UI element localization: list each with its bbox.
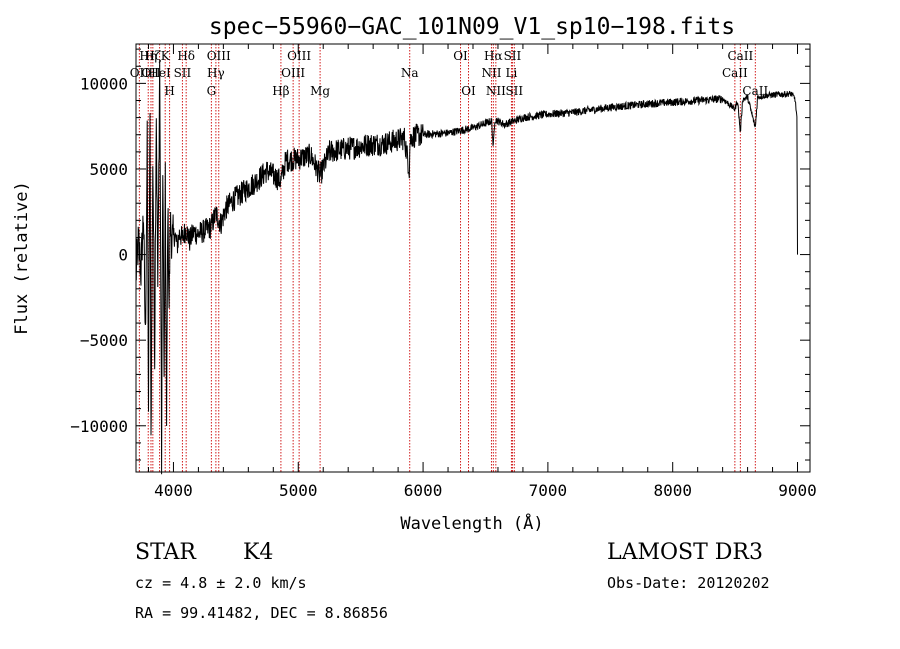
spectral-line-label: OI	[453, 49, 468, 63]
spectral-line-label: Hα	[484, 49, 503, 63]
object-subclass: K4	[243, 540, 274, 565]
plot-frame	[135, 43, 811, 473]
spectral-line-label: CaII	[742, 84, 768, 98]
spectral-line-label: CaII	[727, 49, 753, 63]
spectral-line-label: OI	[461, 84, 476, 98]
y-tick-label: 5000	[89, 160, 128, 179]
spectral-line-label: Na	[401, 66, 419, 80]
tick-labels: 4000 5000 6000 7000 8000 9000 −10000 −5000 0 5000…	[70, 74, 817, 500]
spectral-line-label: Li	[506, 66, 518, 80]
spectral-line-label: Hβ	[272, 84, 289, 98]
spectral-line-label: G	[207, 84, 217, 98]
spectral-line-label: K	[161, 49, 171, 63]
x-tick-label: 6000	[404, 481, 443, 500]
spectral-line-label: OII	[130, 66, 150, 80]
x-tick-label: 7000	[529, 481, 568, 500]
x-tick-label: 5000	[279, 481, 318, 500]
x-tick-label: 8000	[653, 481, 692, 500]
spectral-line-label: NII	[481, 66, 501, 80]
observation-date: Obs-Date: 20120202	[607, 574, 770, 592]
survey-name: LAMOST DR3	[607, 540, 763, 565]
spectral-line-label: SII	[174, 66, 192, 80]
spectral-line-label: SII	[505, 84, 523, 98]
redshift-cz: cz = 4.8 ± 2.0 km/s	[135, 574, 307, 592]
spectral-line-label: Hζ	[144, 49, 161, 63]
spectral-line-label: OII	[141, 66, 161, 80]
spectral-line-label: OIII	[287, 49, 311, 63]
chart-title: spec−55960−GAC_101N09_V1_sp10−198.fits	[209, 14, 735, 40]
spectral-line-label: Hγ	[207, 66, 225, 80]
spectral-line-markers	[138, 44, 756, 472]
y-axis-label: Flux (relative)	[12, 181, 32, 335]
spectral-line-label: H	[164, 84, 174, 98]
y-tick-label: 10000	[80, 74, 128, 93]
y-tick-label: −10000	[70, 417, 128, 436]
coordinates: RA = 99.41482, DEC = 8.86856	[135, 604, 388, 622]
spectral-line-label: SII	[504, 49, 522, 63]
x-axis-label: Wavelength (Å)	[400, 512, 543, 534]
spectral-line-label: CaII	[722, 66, 748, 80]
spectrum-line	[135, 60, 798, 475]
x-tick-label: 9000	[778, 481, 817, 500]
y-tick-label: 0	[118, 246, 128, 265]
axis-ticks	[136, 44, 810, 472]
y-tick-label: −5000	[80, 331, 128, 350]
spectral-line-label: OIII	[207, 49, 231, 63]
spectral-line-label: Hη	[139, 49, 157, 63]
spectral-line-label: OIII	[281, 66, 305, 80]
object-class: STAR	[135, 540, 196, 565]
x-tick-label: 4000	[154, 481, 193, 500]
spectral-line-label: Mg	[310, 84, 330, 98]
spectral-line-label: NII	[486, 84, 506, 98]
spectral-line-labels: OIIHηOIIHζHeIKHSIIHδGHγOIIIHβOIIIOIIIMgN…	[130, 49, 769, 98]
spectral-line-label: Hδ	[177, 49, 195, 63]
